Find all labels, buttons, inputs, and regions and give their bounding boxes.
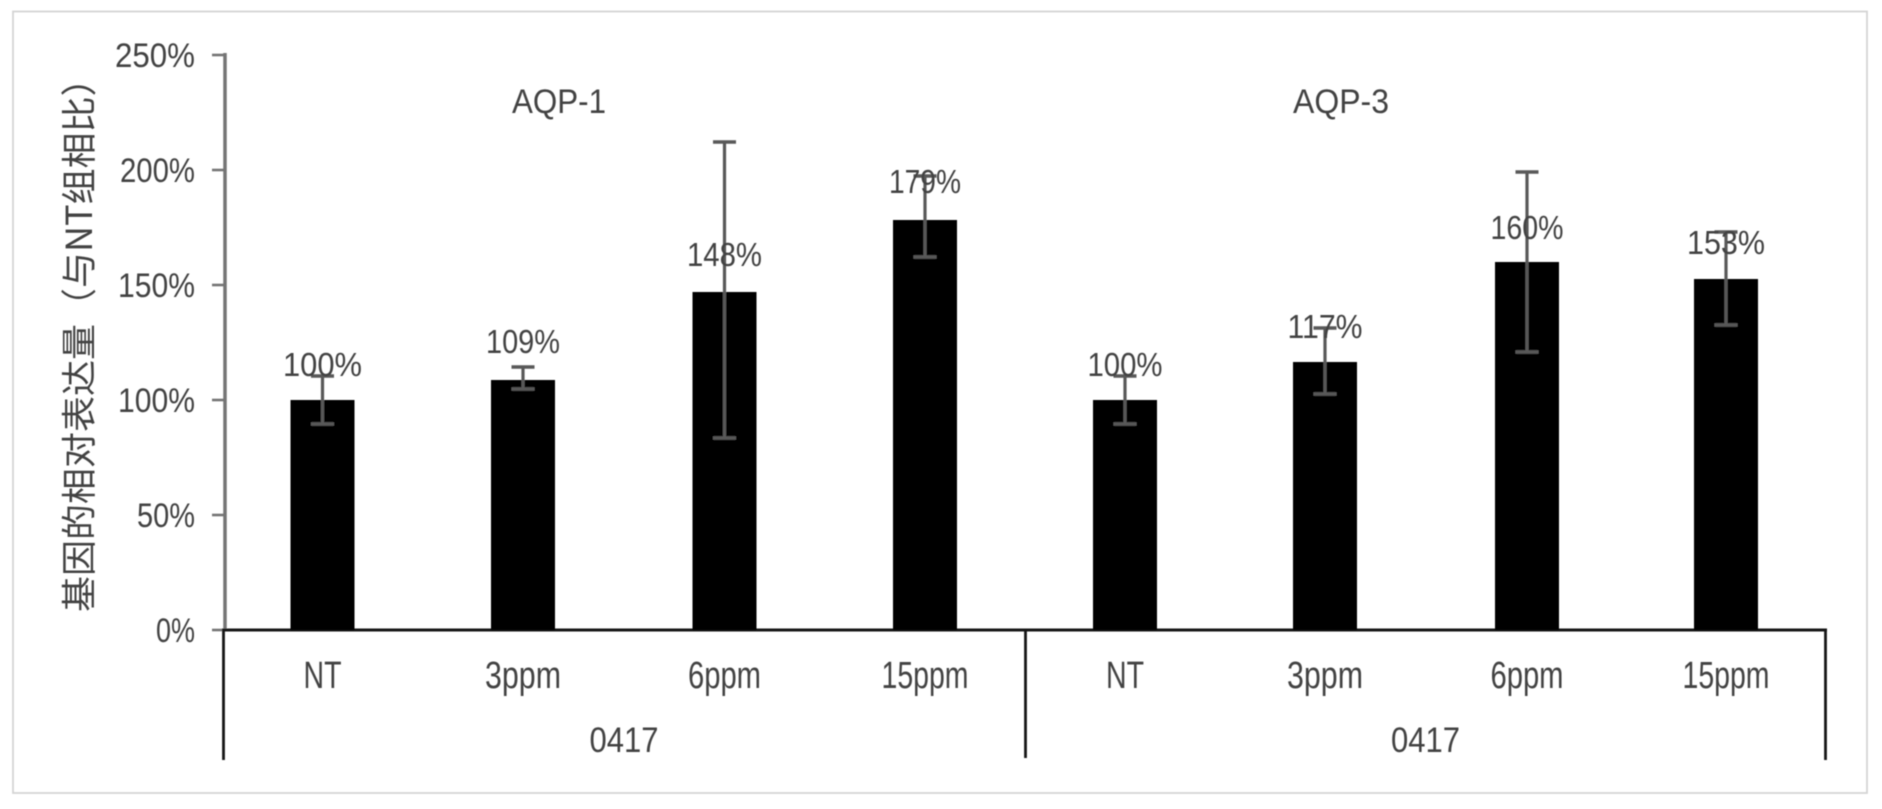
svg-text:100%: 100% (283, 346, 362, 383)
svg-text:100%: 100% (118, 382, 195, 420)
svg-text:153%: 153% (1687, 224, 1765, 261)
svg-text:179%: 179% (889, 163, 961, 200)
svg-text:NT: NT (304, 655, 342, 697)
svg-text:6ppm: 6ppm (1491, 655, 1564, 697)
svg-text:15ppm: 15ppm (882, 655, 969, 697)
svg-text:AQP-3: AQP-3 (1293, 83, 1389, 121)
svg-text:160%: 160% (1491, 209, 1564, 246)
svg-text:117%: 117% (1288, 308, 1363, 345)
svg-text:148%: 148% (687, 236, 762, 273)
svg-text:100%: 100% (1088, 346, 1163, 383)
svg-text:6ppm: 6ppm (688, 655, 761, 697)
svg-text:15ppm: 15ppm (1683, 655, 1770, 697)
svg-text:NT: NT (1106, 655, 1144, 697)
svg-text:AQP-1: AQP-1 (512, 83, 606, 121)
svg-text:200%: 200% (120, 152, 195, 190)
svg-text:0417: 0417 (590, 721, 659, 760)
svg-text:150%: 150% (118, 267, 195, 305)
svg-text:0%: 0% (156, 612, 195, 650)
svg-text:3ppm: 3ppm (485, 655, 561, 697)
svg-text:50%: 50% (137, 497, 195, 535)
svg-text:3ppm: 3ppm (1287, 655, 1363, 697)
svg-text:250%: 250% (115, 37, 195, 75)
svg-text:109%: 109% (486, 323, 560, 360)
svg-text:0417: 0417 (1391, 721, 1460, 760)
